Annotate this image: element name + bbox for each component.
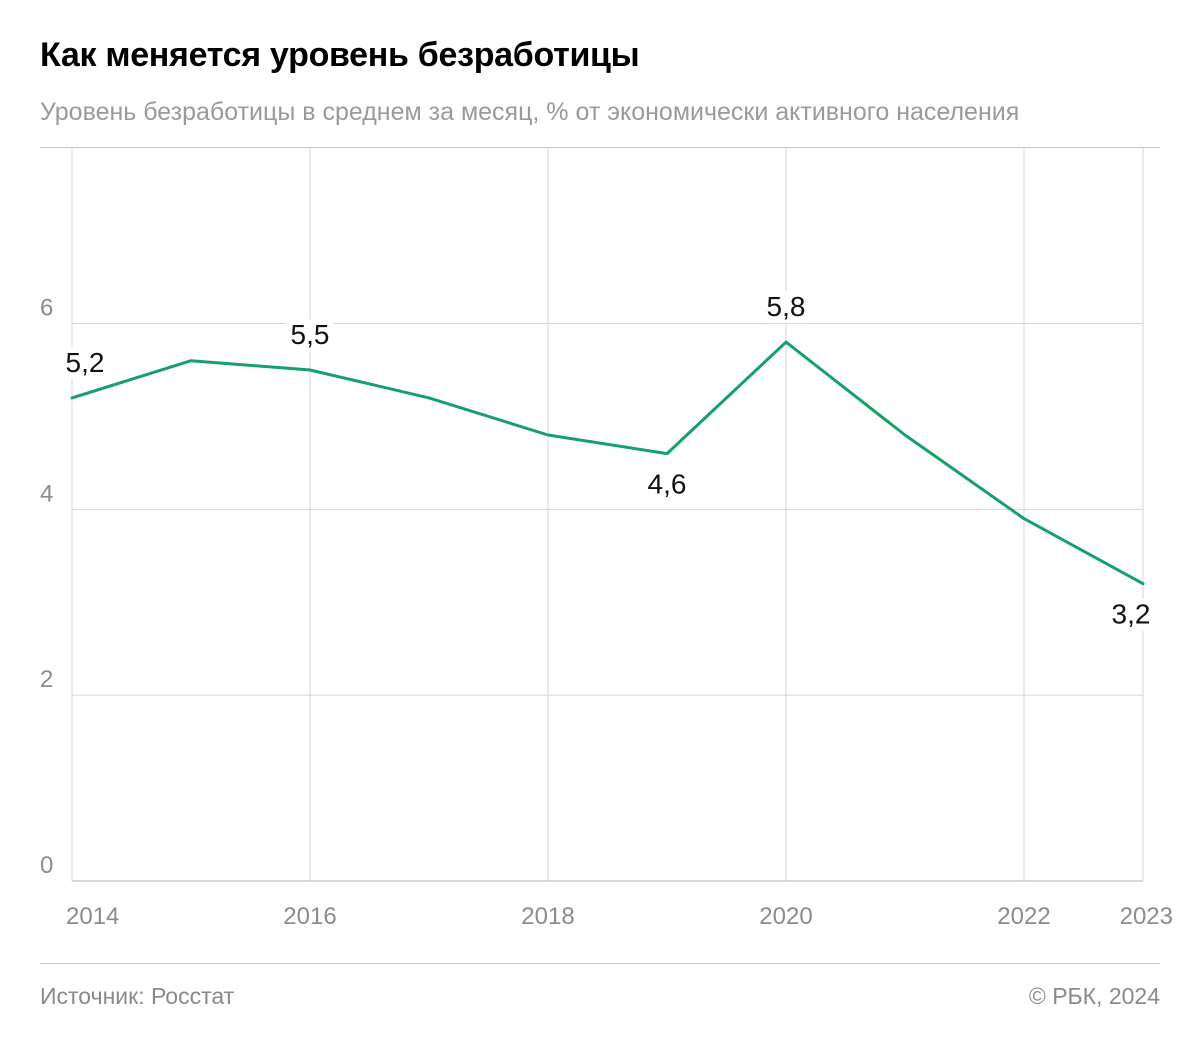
data-label-bg — [1107, 598, 1155, 631]
unemployment-line — [70, 340, 1145, 586]
chart-series — [70, 340, 1145, 586]
x-tick-label: 2022 — [997, 903, 1050, 930]
y-tick-label: 2 — [40, 666, 53, 693]
data-label-bg — [286, 318, 334, 351]
chart-data-labels: 5,2 5,5 4,6 5,8 3,2 — [61, 291, 1155, 631]
y-tick-label: 6 — [40, 295, 53, 322]
x-tick-label: 2023 — [1120, 903, 1173, 930]
chart-subtitle: Уровень безработицы в среднем за месяц, … — [40, 98, 1020, 126]
data-label-bg — [61, 346, 109, 379]
top-divider — [40, 147, 1160, 148]
data-label: 5,2 — [66, 347, 105, 378]
bottom-divider — [40, 963, 1160, 964]
y-tick-label: 0 — [40, 852, 53, 879]
x-tick-label: 2018 — [521, 903, 574, 930]
x-tick-label: 2016 — [283, 903, 336, 930]
data-label-bg — [762, 291, 810, 324]
source-note: Источник: Росстат — [40, 983, 235, 1009]
data-label: 5,5 — [291, 319, 330, 350]
chart-title: Как меняется уровень безработицы — [40, 36, 640, 74]
copyright-note: © РБК, 2024 — [1028, 983, 1160, 1009]
y-tick-label: 4 — [40, 480, 53, 507]
data-label: 5,8 — [767, 291, 806, 322]
chart-grid — [71, 147, 1144, 882]
data-label: 3,2 — [1112, 599, 1151, 630]
x-tick-label: 2014 — [66, 903, 119, 930]
data-label-bg — [643, 468, 691, 501]
data-label: 4,6 — [648, 469, 687, 500]
chart-axes: 0 2 4 6 2014 2016 2018 2020 2022 2023 — [40, 295, 1173, 930]
x-tick-label: 2020 — [759, 903, 812, 930]
